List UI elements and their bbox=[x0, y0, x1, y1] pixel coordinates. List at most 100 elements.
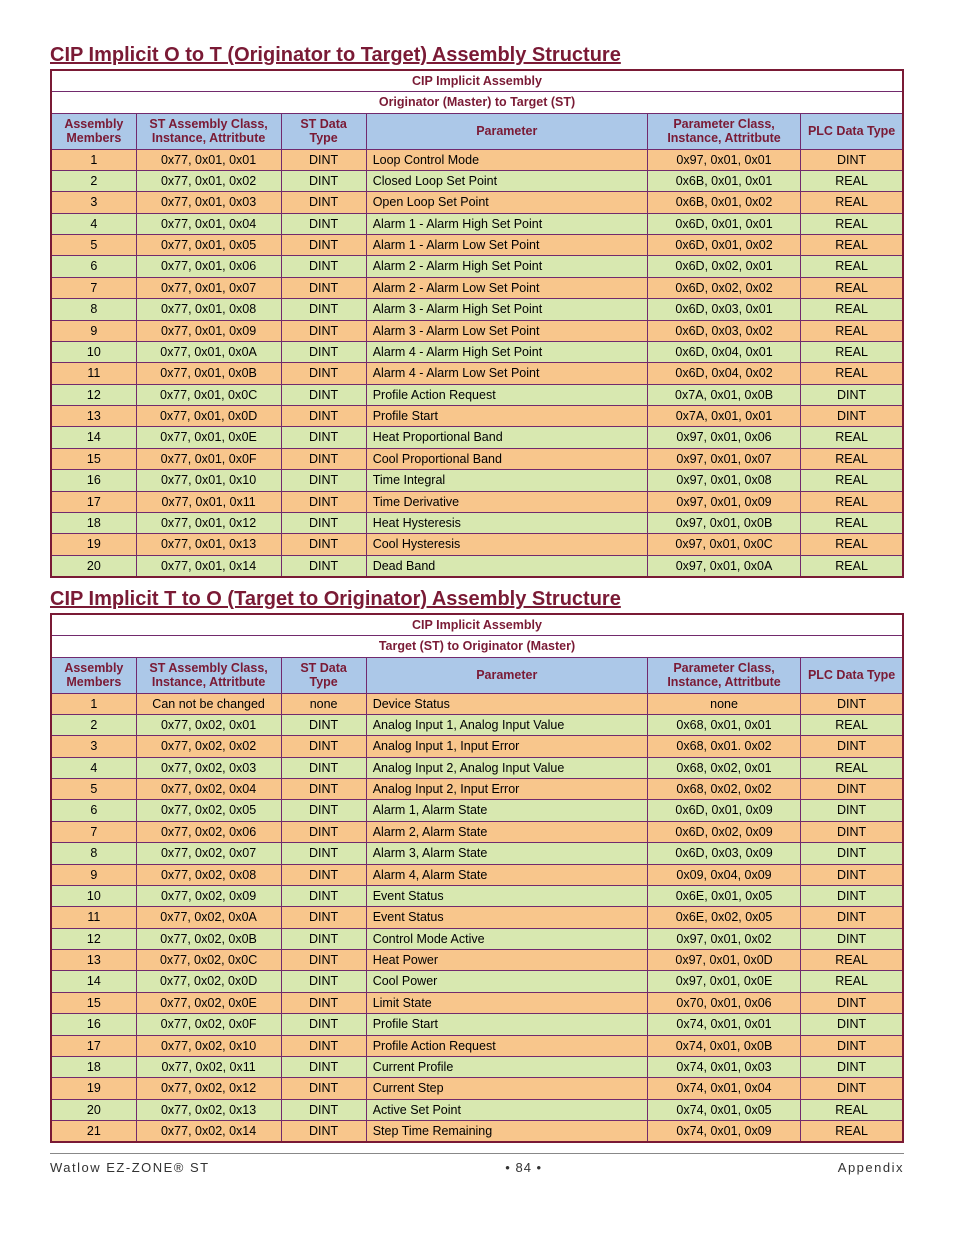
table-cell: DINT bbox=[281, 427, 366, 448]
table-cell: 0x77, 0x01, 0x10 bbox=[136, 470, 281, 491]
table-cell: Alarm 3 - Alarm Low Set Point bbox=[366, 320, 647, 341]
table-cell: DINT bbox=[801, 885, 903, 906]
table-cell: DINT bbox=[801, 1035, 903, 1056]
table-row: 70x77, 0x02, 0x06DINTAlarm 2, Alarm Stat… bbox=[51, 821, 903, 842]
table-cell: Step Time Remaining bbox=[366, 1121, 647, 1143]
table-row: 80x77, 0x02, 0x07DINTAlarm 3, Alarm Stat… bbox=[51, 843, 903, 864]
table-cell: REAL bbox=[801, 213, 903, 234]
table-row: 1Can not be changednoneDevice Statusnone… bbox=[51, 693, 903, 714]
table-cell: Heat Proportional Band bbox=[366, 427, 647, 448]
table-cell: DINT bbox=[281, 1014, 366, 1035]
table-cell: 0x77, 0x02, 0x11 bbox=[136, 1056, 281, 1077]
table-cell: Cool Proportional Band bbox=[366, 448, 647, 469]
table-cell: 8 bbox=[51, 843, 136, 864]
table-cell: 17 bbox=[51, 1035, 136, 1056]
table-cell: Analog Input 2, Input Error bbox=[366, 779, 647, 800]
table-cell: 0x77, 0x02, 0x10 bbox=[136, 1035, 281, 1056]
table-cell: 5 bbox=[51, 779, 136, 800]
table-cell: 0x74, 0x01, 0x05 bbox=[647, 1099, 800, 1120]
table-cell: 0x77, 0x01, 0x07 bbox=[136, 277, 281, 298]
table-cell: Cool Hysteresis bbox=[366, 534, 647, 555]
table-row: 10x77, 0x01, 0x01DINTLoop Control Mode0x… bbox=[51, 149, 903, 170]
table-cell: DINT bbox=[801, 693, 903, 714]
table-cell: 16 bbox=[51, 470, 136, 491]
table-cell: Active Set Point bbox=[366, 1099, 647, 1120]
table-cell: Alarm 4 - Alarm Low Set Point bbox=[366, 363, 647, 384]
table-cell: Alarm 1 - Alarm Low Set Point bbox=[366, 235, 647, 256]
table-cell: Control Mode Active bbox=[366, 928, 647, 949]
table-cell: Alarm 1, Alarm State bbox=[366, 800, 647, 821]
table-cell: 0x6D, 0x04, 0x02 bbox=[647, 363, 800, 384]
table-cell: 0x97, 0x01, 0x07 bbox=[647, 448, 800, 469]
table-cell: Alarm 2, Alarm State bbox=[366, 821, 647, 842]
table-cell: Device Status bbox=[366, 693, 647, 714]
table-cell: 19 bbox=[51, 1078, 136, 1099]
table-cell: 0x97, 0x01, 0x0C bbox=[647, 534, 800, 555]
table-cell: 0x6E, 0x02, 0x05 bbox=[647, 907, 800, 928]
table-cell: 5 bbox=[51, 235, 136, 256]
table-cell: Time Derivative bbox=[366, 491, 647, 512]
table-cell: 0x77, 0x02, 0x06 bbox=[136, 821, 281, 842]
table-cell: 0x6D, 0x04, 0x01 bbox=[647, 341, 800, 362]
footer-right: Appendix bbox=[838, 1160, 904, 1175]
table-cell: Heat Power bbox=[366, 950, 647, 971]
table-cell: 7 bbox=[51, 821, 136, 842]
t2-col-0: Assembly Members bbox=[51, 657, 136, 693]
table-cell: 0x68, 0x01, 0x01 bbox=[647, 714, 800, 735]
table-cell: 0x77, 0x01, 0x06 bbox=[136, 256, 281, 277]
table-cell: 11 bbox=[51, 363, 136, 384]
table-cell: 15 bbox=[51, 992, 136, 1013]
table-cell: 1 bbox=[51, 149, 136, 170]
table-row: 200x77, 0x02, 0x13DINTActive Set Point0x… bbox=[51, 1099, 903, 1120]
table-cell: 12 bbox=[51, 384, 136, 405]
table-cell: REAL bbox=[801, 299, 903, 320]
table-cell: Time Integral bbox=[366, 470, 647, 491]
table-cell: Heat Hysteresis bbox=[366, 512, 647, 533]
table-cell: 10 bbox=[51, 341, 136, 362]
table-cell: DINT bbox=[801, 992, 903, 1013]
table-row: 120x77, 0x02, 0x0BDINTControl Mode Activ… bbox=[51, 928, 903, 949]
table-cell: DINT bbox=[281, 1121, 366, 1143]
table-cell: REAL bbox=[801, 491, 903, 512]
table-cell: 0x74, 0x01, 0x0B bbox=[647, 1035, 800, 1056]
table-cell: DINT bbox=[801, 864, 903, 885]
table-cell: DINT bbox=[281, 555, 366, 577]
table-cell: Profile Start bbox=[366, 1014, 647, 1035]
table-cell: DINT bbox=[801, 149, 903, 170]
table-cell: 0x6D, 0x03, 0x01 bbox=[647, 299, 800, 320]
table-cell: DINT bbox=[281, 800, 366, 821]
table-cell: 0x77, 0x02, 0x05 bbox=[136, 800, 281, 821]
table-cell: 0x68, 0x01. 0x02 bbox=[647, 736, 800, 757]
table-cell: 0x97, 0x01, 0x0A bbox=[647, 555, 800, 577]
table-cell: Cool Power bbox=[366, 971, 647, 992]
table-cell: REAL bbox=[801, 170, 903, 191]
table-cell: Loop Control Mode bbox=[366, 149, 647, 170]
table-cell: 9 bbox=[51, 864, 136, 885]
table-cell: REAL bbox=[801, 320, 903, 341]
table-cell: Dead Band bbox=[366, 555, 647, 577]
table-cell: DINT bbox=[281, 299, 366, 320]
t2-col-1: ST Assembly Class, Instance, Attritbute bbox=[136, 657, 281, 693]
table-cell: 0x77, 0x01, 0x0E bbox=[136, 427, 281, 448]
table-row: 40x77, 0x01, 0x04DINTAlarm 1 - Alarm Hig… bbox=[51, 213, 903, 234]
table-cell: Can not be changed bbox=[136, 693, 281, 714]
table-cell: DINT bbox=[281, 277, 366, 298]
table-row: 110x77, 0x02, 0x0ADINTEvent Status0x6E, … bbox=[51, 907, 903, 928]
table-cell: 14 bbox=[51, 427, 136, 448]
table-cell: 13 bbox=[51, 406, 136, 427]
table-o-to-t: CIP Implicit Assembly Originator (Master… bbox=[50, 69, 904, 578]
table-cell: 1 bbox=[51, 693, 136, 714]
table-cell: DINT bbox=[801, 406, 903, 427]
table-cell: Profile Action Request bbox=[366, 384, 647, 405]
table-cell: DINT bbox=[281, 736, 366, 757]
table-row: 190x77, 0x02, 0x12DINTCurrent Step0x74, … bbox=[51, 1078, 903, 1099]
table-cell: 0x77, 0x02, 0x02 bbox=[136, 736, 281, 757]
table-row: 200x77, 0x01, 0x14DINTDead Band0x97, 0x0… bbox=[51, 555, 903, 577]
table-cell: DINT bbox=[281, 406, 366, 427]
table-row: 20x77, 0x01, 0x02DINTClosed Loop Set Poi… bbox=[51, 170, 903, 191]
footer-mid: • 84 • bbox=[505, 1160, 542, 1175]
table-cell: 0x77, 0x01, 0x13 bbox=[136, 534, 281, 555]
table-cell: 0x6D, 0x01, 0x01 bbox=[647, 213, 800, 234]
t1-col-3: Parameter bbox=[366, 113, 647, 149]
table-cell: 0x77, 0x01, 0x05 bbox=[136, 235, 281, 256]
